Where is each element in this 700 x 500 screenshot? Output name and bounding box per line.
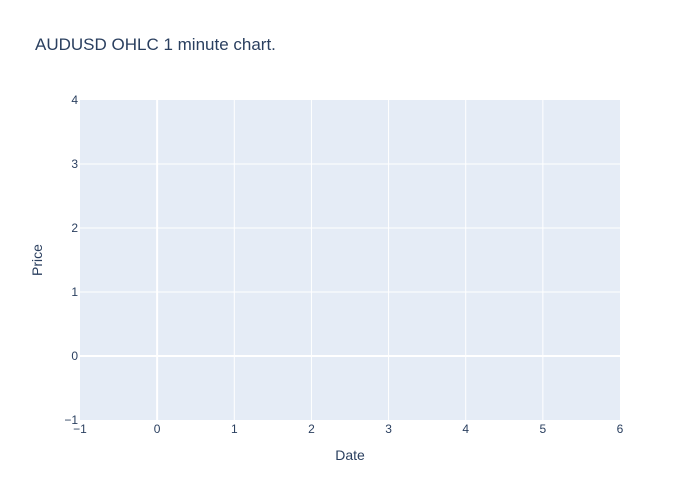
y-tick-label: 0 xyxy=(71,349,78,363)
y-tick-label: 1 xyxy=(71,285,78,299)
x-tick-label: 5 xyxy=(540,422,547,436)
x-tick-label: 4 xyxy=(462,422,469,436)
plot-area[interactable] xyxy=(80,100,620,420)
x-tick-label: 2 xyxy=(308,422,315,436)
y-axis-title: Price xyxy=(29,244,45,276)
y-tick-label: 3 xyxy=(71,157,78,171)
y-tick-label: 4 xyxy=(71,93,78,107)
y-axis-ticks: −1 0 1 2 3 4 xyxy=(64,93,78,427)
x-axis-title: Date xyxy=(335,447,365,463)
chart-title: AUDUSD OHLC 1 minute chart. xyxy=(35,35,276,54)
y-tick-label: −1 xyxy=(64,413,78,427)
x-tick-label: 3 xyxy=(385,422,392,436)
x-axis-ticks: −1 0 1 2 3 4 5 6 xyxy=(73,422,624,436)
x-tick-label: 6 xyxy=(617,422,624,436)
x-tick-label: 0 xyxy=(154,422,161,436)
y-tick-label: 2 xyxy=(71,221,78,235)
grid-lines xyxy=(80,100,620,420)
x-tick-label: 1 xyxy=(231,422,238,436)
x-tick-label: −1 xyxy=(73,422,87,436)
